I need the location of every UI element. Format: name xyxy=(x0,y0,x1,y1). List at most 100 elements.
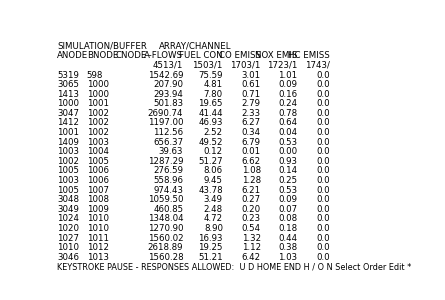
Text: 1020: 1020 xyxy=(57,224,79,233)
Text: 0.71: 0.71 xyxy=(242,90,261,99)
Text: 75.59: 75.59 xyxy=(198,70,223,80)
Text: 9.45: 9.45 xyxy=(204,176,223,185)
Text: 1006: 1006 xyxy=(87,176,109,185)
Text: 3049: 3049 xyxy=(57,205,79,214)
Text: 6.42: 6.42 xyxy=(242,253,261,262)
Text: 4.72: 4.72 xyxy=(204,214,223,223)
Text: 3046: 3046 xyxy=(57,253,79,262)
Text: A-FLOWS: A-FLOWS xyxy=(144,51,183,60)
Text: 0.04: 0.04 xyxy=(278,128,297,137)
Text: 39.63: 39.63 xyxy=(159,147,183,156)
Text: 112.56: 112.56 xyxy=(153,128,183,137)
Text: 3047: 3047 xyxy=(57,109,79,118)
Text: 974.43: 974.43 xyxy=(153,186,183,195)
Text: 3065: 3065 xyxy=(57,80,79,89)
Text: 0.0: 0.0 xyxy=(316,109,330,118)
Text: 0.38: 0.38 xyxy=(278,243,297,252)
Text: 1002: 1002 xyxy=(87,128,109,137)
Text: 2.52: 2.52 xyxy=(204,128,223,137)
Text: 1002: 1002 xyxy=(87,109,109,118)
Text: 1003: 1003 xyxy=(87,138,109,147)
Text: 1.03: 1.03 xyxy=(278,253,297,262)
Text: 0.64: 0.64 xyxy=(278,118,297,127)
Text: 0.0: 0.0 xyxy=(316,233,330,242)
Text: 0.93: 0.93 xyxy=(278,157,297,166)
Text: 0.08: 0.08 xyxy=(278,214,297,223)
Text: NOX EMIS: NOX EMIS xyxy=(255,51,297,60)
Text: 1560.28: 1560.28 xyxy=(148,253,183,262)
Text: 1743/: 1743/ xyxy=(305,61,330,70)
Text: 0.0: 0.0 xyxy=(316,80,330,89)
Text: 8.90: 8.90 xyxy=(204,224,223,233)
Text: 4513/1: 4513/1 xyxy=(153,61,183,70)
Text: 0.34: 0.34 xyxy=(242,128,261,137)
Text: 1002: 1002 xyxy=(57,157,79,166)
Text: 0.16: 0.16 xyxy=(278,90,297,99)
Text: 1001: 1001 xyxy=(57,128,79,137)
Text: 276.59: 276.59 xyxy=(153,167,183,176)
Text: 1059.50: 1059.50 xyxy=(148,195,183,204)
Text: 0.09: 0.09 xyxy=(278,80,297,89)
Text: 1005: 1005 xyxy=(87,157,109,166)
Text: 293.94: 293.94 xyxy=(154,90,183,99)
Text: 656.37: 656.37 xyxy=(153,138,183,147)
Text: 1006: 1006 xyxy=(87,167,109,176)
Text: 0.0: 0.0 xyxy=(316,157,330,166)
Text: 1002: 1002 xyxy=(87,118,109,127)
Text: 1.08: 1.08 xyxy=(242,167,261,176)
Text: 0.00: 0.00 xyxy=(278,147,297,156)
Text: 0.0: 0.0 xyxy=(316,90,330,99)
Text: 6.79: 6.79 xyxy=(242,138,261,147)
Text: 0.27: 0.27 xyxy=(242,195,261,204)
Text: 1011: 1011 xyxy=(87,233,109,242)
Text: 0.61: 0.61 xyxy=(242,80,261,89)
Text: 1412: 1412 xyxy=(57,118,79,127)
Text: 0.53: 0.53 xyxy=(278,186,297,195)
Text: 1001: 1001 xyxy=(87,99,109,108)
Text: 19.25: 19.25 xyxy=(198,243,223,252)
Text: 0.25: 0.25 xyxy=(278,176,297,185)
Text: 0.0: 0.0 xyxy=(316,167,330,176)
Text: 2.48: 2.48 xyxy=(204,205,223,214)
Text: 0.07: 0.07 xyxy=(278,205,297,214)
Text: SIMULATION/BUFFER: SIMULATION/BUFFER xyxy=(57,42,147,51)
Text: 2.79: 2.79 xyxy=(242,99,261,108)
Text: 1007: 1007 xyxy=(87,186,109,195)
Text: 0.78: 0.78 xyxy=(278,109,297,118)
Text: 1010: 1010 xyxy=(87,224,109,233)
Text: 19.65: 19.65 xyxy=(198,99,223,108)
Text: 3048: 3048 xyxy=(57,195,79,204)
Text: 7.80: 7.80 xyxy=(204,90,223,99)
Text: BNODE: BNODE xyxy=(87,51,118,60)
Text: CNODE: CNODE xyxy=(116,51,147,60)
Text: HC EMISS: HC EMISS xyxy=(288,51,330,60)
Text: 1000: 1000 xyxy=(87,90,109,99)
Text: 501.83: 501.83 xyxy=(153,99,183,108)
Text: 6.27: 6.27 xyxy=(242,118,261,127)
Text: 0.0: 0.0 xyxy=(316,147,330,156)
Text: 0.0: 0.0 xyxy=(316,128,330,137)
Text: FUEL CON: FUEL CON xyxy=(179,51,223,60)
Text: 2618.89: 2618.89 xyxy=(148,243,183,252)
Text: 0.0: 0.0 xyxy=(316,99,330,108)
Text: 46.93: 46.93 xyxy=(198,118,223,127)
Text: 16.93: 16.93 xyxy=(198,233,223,242)
Text: 1010: 1010 xyxy=(57,243,79,252)
Text: 1.01: 1.01 xyxy=(278,70,297,80)
Text: 3.49: 3.49 xyxy=(204,195,223,204)
Text: 1560.02: 1560.02 xyxy=(148,233,183,242)
Text: 1197.00: 1197.00 xyxy=(148,118,183,127)
Text: 0.0: 0.0 xyxy=(316,195,330,204)
Text: 0.12: 0.12 xyxy=(204,147,223,156)
Text: 2690.74: 2690.74 xyxy=(148,109,183,118)
Text: 1024: 1024 xyxy=(57,214,79,223)
Text: 0.20: 0.20 xyxy=(242,205,261,214)
Text: 460.85: 460.85 xyxy=(153,205,183,214)
Text: 6.62: 6.62 xyxy=(242,157,261,166)
Text: 0.0: 0.0 xyxy=(316,118,330,127)
Text: 0.0: 0.0 xyxy=(316,70,330,80)
Text: 0.18: 0.18 xyxy=(278,224,297,233)
Text: 1348.04: 1348.04 xyxy=(148,214,183,223)
Text: 8.06: 8.06 xyxy=(204,167,223,176)
Text: 1010: 1010 xyxy=(87,214,109,223)
